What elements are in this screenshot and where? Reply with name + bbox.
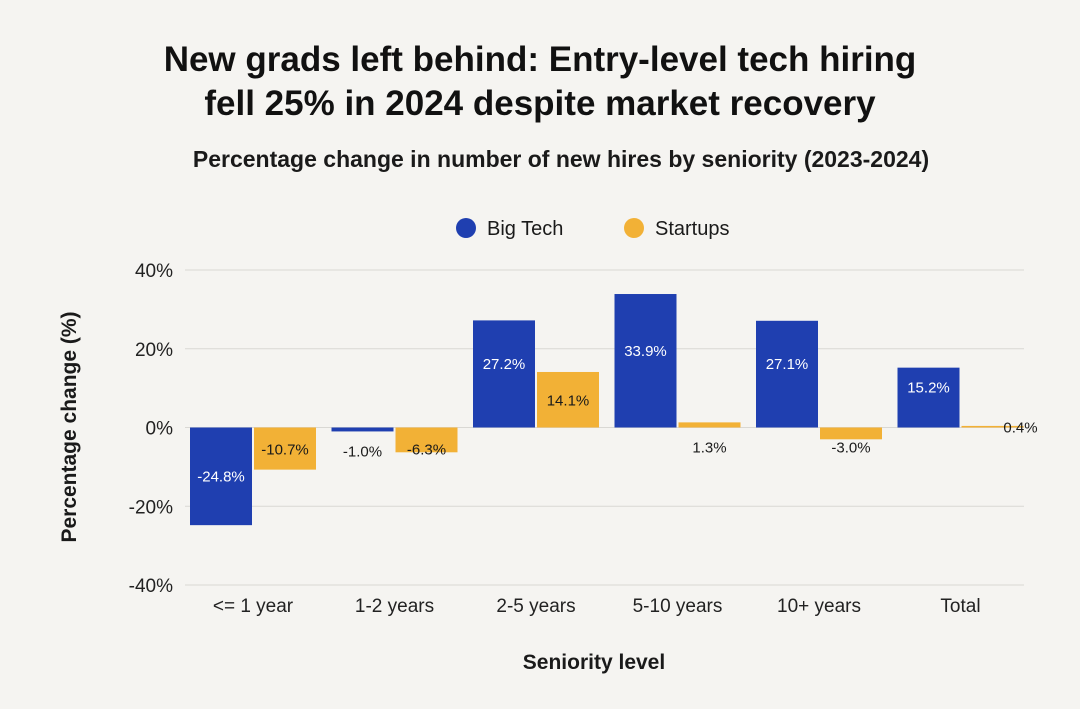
x-tick-label: 1-2 years <box>355 596 434 617</box>
legend: Big Tech Startups <box>456 218 729 240</box>
bigtech-bar <box>190 427 252 526</box>
bigtech-value-label: 27.2% <box>483 356 526 373</box>
startups-bar <box>961 425 1024 428</box>
startups-bar <box>395 427 458 453</box>
legend-label: Startups <box>655 218 729 240</box>
startups-value-label: -10.7% <box>261 442 309 459</box>
bigtech-bar <box>897 367 960 428</box>
startups-value-label: 1.3% <box>692 440 726 457</box>
y-tick-label: 40% <box>135 261 173 282</box>
x-tick-label: Total <box>940 596 980 617</box>
startups-value-label: 14.1% <box>547 393 590 410</box>
y-axis-title: Percentage change (%) <box>58 311 81 542</box>
x-tick-label: 5-10 years <box>633 596 723 617</box>
bigtech-value-label: 15.2% <box>907 380 950 397</box>
startups-value-label: -6.3% <box>407 442 446 459</box>
startups-bar <box>678 422 741 428</box>
startups-value-label: -3.0% <box>831 440 870 457</box>
legend-swatch <box>456 218 476 238</box>
y-tick-label: -20% <box>129 497 173 518</box>
y-tick-label: -40% <box>129 576 173 597</box>
chart-title: New grads left behind: Entry-level tech … <box>0 38 1080 126</box>
y-tick-label: 20% <box>135 340 173 361</box>
chart-title-line-1: New grads left behind: Entry-level tech … <box>163 40 917 79</box>
startups-bar <box>537 371 599 428</box>
grid-lines <box>185 269 1024 586</box>
bigtech-value-label: 33.9% <box>624 343 667 360</box>
x-tick-label: 10+ years <box>777 596 861 617</box>
x-tick-label: 2-5 years <box>496 596 575 617</box>
y-tick-label: 0% <box>146 419 174 440</box>
x-axis-title: Seniority level <box>523 651 665 674</box>
bigtech-value-label: -24.8% <box>197 469 245 486</box>
bars <box>190 294 1024 526</box>
bigtech-bar <box>331 427 394 432</box>
chart-title-line-2: fell 25% in 2024 despite market recovery <box>204 84 876 123</box>
y-axis-ticks: 40% 20% 0% -20% -40% <box>129 261 173 597</box>
legend-label: Big Tech <box>487 218 563 240</box>
bigtech-value-label: 27.1% <box>766 356 809 373</box>
startups-bar <box>820 427 882 440</box>
chart-subtitle: Percentage change in number of new hires… <box>192 146 930 172</box>
bigtech-bar <box>756 320 818 428</box>
startups-bar <box>254 427 316 470</box>
startups-value-label: 0.4% <box>1003 420 1037 437</box>
bigtech-bar <box>473 320 535 428</box>
bar-labels: -24.8% -10.7% -1.0% -6.3% 27.2% 14.1% 33.9% 1.3… <box>197 343 1037 486</box>
bigtech-bar <box>614 294 677 428</box>
x-axis-ticks: <= 1 year 1-2 years 2-5 years 5-10 years 10+… <box>213 596 981 617</box>
x-tick-label: <= 1 year <box>213 596 294 617</box>
bigtech-value-label: -1.0% <box>343 444 382 461</box>
legend-swatch <box>624 218 644 238</box>
